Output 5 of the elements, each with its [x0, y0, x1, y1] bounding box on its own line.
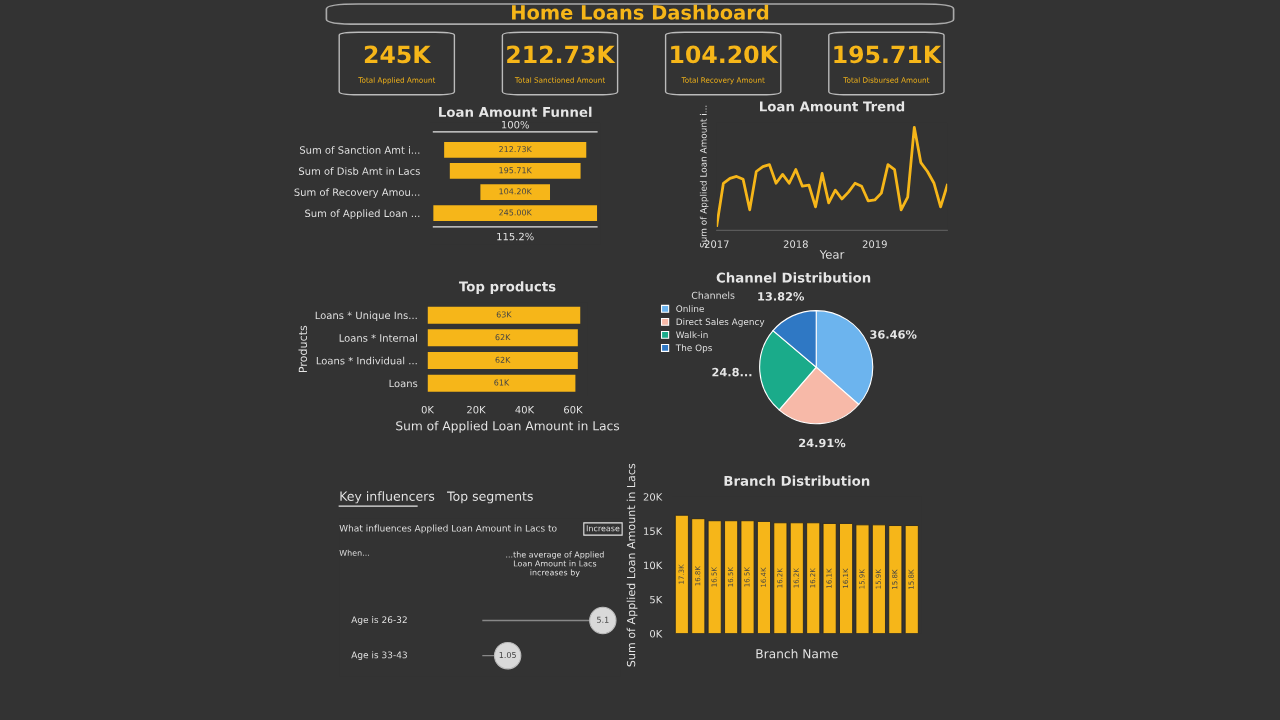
text: 212.73K [507, 45, 616, 64]
text: 245K [364, 45, 432, 64]
text: 104.20K [671, 45, 779, 64]
text: 195.71K [834, 45, 942, 64]
text: Home Loans Dashboard [512, 4, 769, 20]
